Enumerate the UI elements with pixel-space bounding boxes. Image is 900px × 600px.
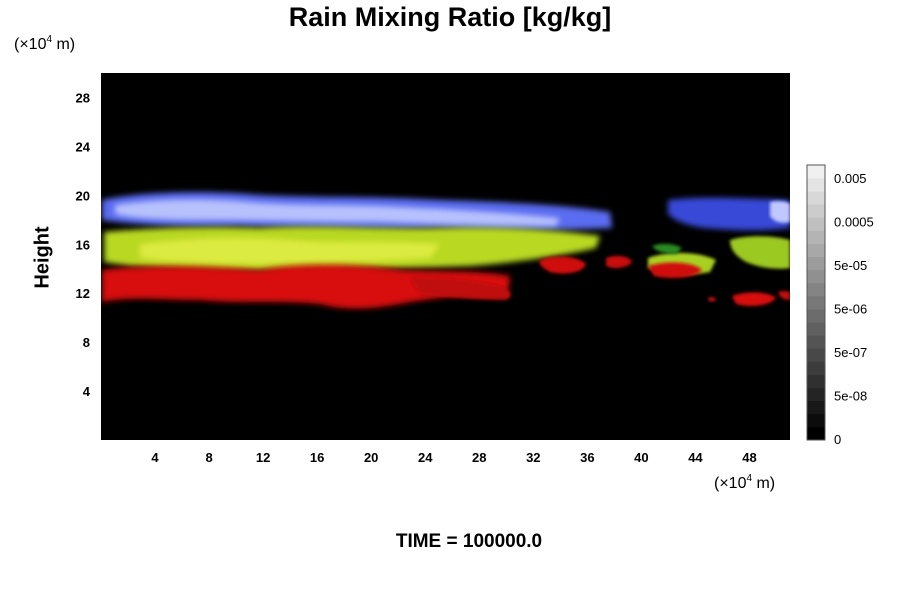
colorbar-level xyxy=(807,295,825,310)
y-tick-label: 24 xyxy=(76,139,91,154)
lower-layer-blob-2 xyxy=(606,255,632,269)
x-tick-label: 36 xyxy=(580,450,594,465)
time-label: TIME = 100000.0 xyxy=(395,531,543,552)
colorbar xyxy=(806,164,826,441)
x-tick-label: 48 xyxy=(742,450,756,465)
lower-layer-blob-4 xyxy=(732,292,776,306)
x-tick-label: 24 xyxy=(418,450,433,465)
middle-layer-core xyxy=(140,237,440,264)
colorbar-level xyxy=(807,361,825,375)
colorbar-level xyxy=(807,322,825,336)
rain-field xyxy=(102,192,790,309)
colorbar-level xyxy=(807,400,825,415)
colorbar-level xyxy=(807,387,825,402)
colorbar-level xyxy=(807,230,825,244)
colorbar-level xyxy=(807,269,825,284)
x-tick-label: 28 xyxy=(472,450,486,465)
colorbar-tick-label: 5e-07 xyxy=(834,345,867,360)
colorbar-tick-label: 5e-06 xyxy=(834,302,867,317)
colorbar-level xyxy=(807,178,825,192)
y-tick-label: 28 xyxy=(76,90,90,105)
colorbar-ticks: 0 5e-08 5e-07 5e-06 5e-05 0.0005 0.005 xyxy=(834,171,874,447)
lower-layer-blob-5 xyxy=(708,297,716,302)
colorbar-level xyxy=(807,335,825,349)
lower-layer-blob-3 xyxy=(648,262,702,278)
lower-layer-blob-1 xyxy=(539,256,586,274)
upper-cloud-core xyxy=(115,199,560,226)
y-tick-label: 16 xyxy=(76,237,90,252)
x-tick-label: 8 xyxy=(205,450,212,465)
colorbar-level xyxy=(807,191,825,205)
x-tick-label: 4 xyxy=(151,450,159,465)
colorbar-level xyxy=(807,426,825,441)
lower-layer xyxy=(102,264,510,309)
colorbar-level xyxy=(807,309,825,323)
colorbar-level xyxy=(807,165,825,179)
x-tick-label: 12 xyxy=(256,450,270,465)
middle-layer-spot xyxy=(652,243,682,254)
x-tick-label: 32 xyxy=(526,450,540,465)
chart-title: Rain Mixing Ratio [kg/kg] xyxy=(288,2,612,32)
colorbar-level xyxy=(807,256,825,271)
colorbar-frame xyxy=(806,164,826,441)
y-tick-label: 12 xyxy=(76,286,90,301)
lower-layer-tail xyxy=(410,277,511,300)
colorbar-level xyxy=(807,413,825,428)
colorbar-level xyxy=(807,374,825,388)
colorbar-level xyxy=(807,217,825,231)
x-axis-unit: (×104 m) xyxy=(714,473,776,492)
upper-cloud-right xyxy=(668,197,790,231)
y-tick-label: 8 xyxy=(83,335,90,350)
lower-layer-blob-6 xyxy=(778,291,790,300)
colorbar-level xyxy=(807,282,825,297)
x-tick-label: 16 xyxy=(310,450,324,465)
colorbar-tick-label: 5e-08 xyxy=(834,389,867,404)
colorbar-level xyxy=(807,348,825,362)
y-tick-label: 20 xyxy=(76,188,90,203)
x-tick-label: 40 xyxy=(634,450,648,465)
y-axis-unit: (×104 m) xyxy=(14,34,76,53)
colorbar-tick-label: 0.005 xyxy=(834,171,867,186)
y-tick-label: 4 xyxy=(83,384,91,399)
y-axis-ticks: 4 8 12 16 20 24 28 xyxy=(76,90,91,399)
colorbar-level xyxy=(807,204,825,218)
x-tick-label: 44 xyxy=(688,450,703,465)
x-tick-label: 20 xyxy=(364,450,378,465)
x-axis-ticks: 4 8 12 16 20 24 28 32 36 40 44 48 xyxy=(151,450,756,465)
colorbar-tick-label: 0.0005 xyxy=(834,215,874,230)
middle-layer-far-right xyxy=(730,236,790,269)
upper-cloud-right-core xyxy=(770,201,790,223)
colorbar-tick-label: 0 xyxy=(834,432,841,447)
colorbar-tick-label: 5e-05 xyxy=(834,258,867,273)
colorbar-level xyxy=(807,243,825,257)
